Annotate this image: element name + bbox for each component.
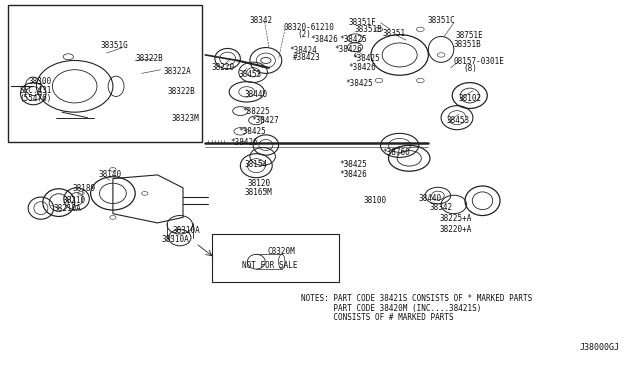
Text: 38342: 38342 [250,16,273,25]
Text: *38424: *38424 [289,46,317,55]
Text: 38220+A: 38220+A [440,225,472,234]
Text: *38426: *38426 [334,45,362,54]
Text: 38351B: 38351B [355,25,382,34]
Text: *38426: *38426 [339,170,367,179]
Text: 08320-61210: 08320-61210 [284,23,335,32]
Text: #38423: #38423 [293,53,321,62]
Text: J38000GJ: J38000GJ [579,343,620,352]
Text: 38102: 38102 [459,94,482,103]
Bar [8,5,202,142]
Text: (2): (2) [298,30,312,39]
Text: 38351F: 38351F [348,18,376,27]
Text: *38425: *38425 [339,35,367,44]
Text: 38165M: 38165M [244,188,272,197]
Text: PART CODE 38420M (INC....38421S): PART CODE 38420M (INC....38421S) [301,304,481,313]
Text: CONSISTS OF # MARKED PARTS: CONSISTS OF # MARKED PARTS [301,312,454,321]
Text: *38225: *38225 [243,106,270,116]
Text: 38351G: 38351G [100,41,128,50]
Text: *38426: *38426 [348,63,376,72]
Text: 08157-0301E: 08157-0301E [454,57,505,66]
Text: 38453: 38453 [446,116,469,125]
Bar [212,234,339,282]
Text: 38225+A: 38225+A [440,214,472,223]
Text: 38189: 38189 [73,185,96,193]
Text: 38751E: 38751E [455,31,483,40]
Text: *38760: *38760 [383,148,410,157]
Text: 38351B: 38351B [454,41,481,49]
Text: 38322A: 38322A [164,67,191,76]
Text: 38342: 38342 [429,203,452,212]
Text: *38427: *38427 [252,116,280,125]
Text: *38425: *38425 [346,79,373,88]
Text: NOT FOR SALE: NOT FOR SALE [243,261,298,270]
Text: *38425: *38425 [339,160,367,170]
Text: 38120: 38120 [248,179,271,187]
Text: (55476): (55476) [19,94,52,103]
Text: 38351C: 38351C [427,16,455,25]
Text: 38351: 38351 [383,29,406,38]
Text: 38210A: 38210A [54,203,81,213]
Text: 38220: 38220 [212,62,235,72]
Text: 38310A: 38310A [172,226,200,235]
Text: (8): (8) [463,64,477,73]
Text: 38323M: 38323M [172,114,199,123]
Text: 38440: 38440 [419,194,442,203]
Text: 38210: 38210 [63,196,86,205]
Text: 38100: 38100 [364,196,387,205]
Text: 38322B: 38322B [135,54,163,63]
Text: SEC.431: SEC.431 [19,86,52,95]
Text: 38154: 38154 [245,160,268,169]
Text: 38310A: 38310A [162,235,189,244]
Text: 38440: 38440 [245,90,268,99]
Text: *38425: *38425 [352,54,380,63]
Text: 38140: 38140 [99,170,122,179]
Text: 38300: 38300 [29,77,52,86]
Text: C8320M: C8320M [268,247,296,256]
Text: NOTES: PART CODE 38421S CONSISTS OF * MARKED PARTS: NOTES: PART CODE 38421S CONSISTS OF * MA… [301,294,532,303]
Text: *38425: *38425 [239,127,266,136]
Text: 38322B: 38322B [167,87,195,96]
Text: 38453: 38453 [239,70,262,79]
Text: *38426: *38426 [231,138,259,147]
Text: *38426: *38426 [310,35,338,44]
